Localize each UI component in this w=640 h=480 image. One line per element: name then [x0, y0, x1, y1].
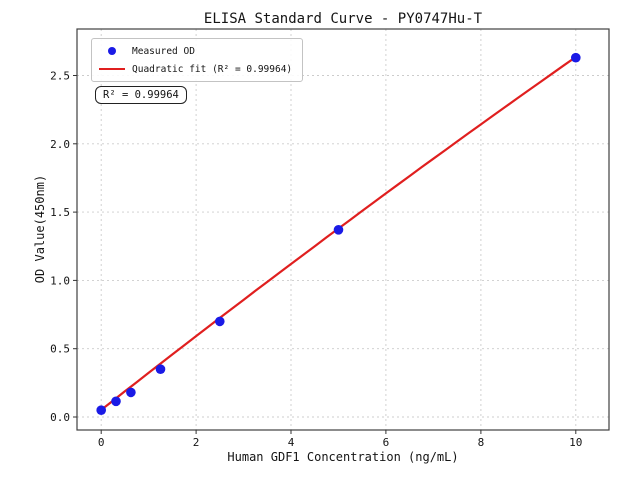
svg-text:4: 4	[288, 436, 295, 449]
svg-text:6: 6	[383, 436, 390, 449]
svg-text:2.5: 2.5	[50, 70, 70, 83]
svg-text:8: 8	[478, 436, 485, 449]
chart-title: ELISA Standard Curve - PY0747Hu-T	[203, 11, 483, 27]
svg-text:10: 10	[569, 436, 582, 449]
r-squared-annotation: R² = 0.99964	[95, 86, 187, 104]
legend-swatch	[99, 47, 125, 55]
x-axis-label: Human GDF1 Concentration (ng/mL)	[227, 450, 459, 464]
svg-text:0.0: 0.0	[50, 411, 70, 424]
svg-text:0.5: 0.5	[50, 343, 70, 356]
fit-line-icon	[99, 67, 125, 71]
legend-item-measured-od: Measured OD	[99, 44, 292, 58]
legend-label-quadratic-fit: Quadratic fit (R² = 0.99964)	[132, 63, 293, 75]
legend-item-quadratic-fit: Quadratic fit (R² = 0.99964)	[99, 62, 292, 76]
svg-text:2: 2	[193, 436, 200, 449]
svg-text:2.0: 2.0	[50, 138, 70, 151]
legend: Measured OD Quadratic fit (R² = 0.99964)	[91, 38, 304, 82]
svg-text:0: 0	[98, 436, 105, 449]
svg-text:1.0: 1.0	[50, 274, 70, 287]
y-axis-label: OD Value(450nm)	[33, 174, 47, 284]
legend-swatch	[99, 67, 125, 71]
scatter-point-icon	[108, 47, 116, 55]
svg-text:1.5: 1.5	[50, 206, 70, 219]
legend-label-measured-od: Measured OD	[132, 45, 195, 57]
